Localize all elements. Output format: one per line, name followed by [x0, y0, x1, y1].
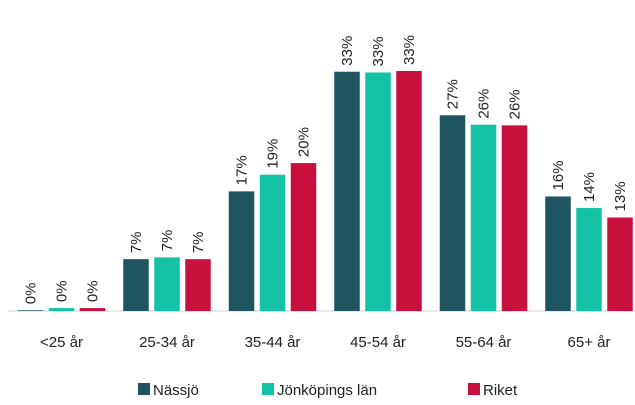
value-label: 20%	[296, 127, 313, 157]
value-label: 0%	[23, 283, 40, 305]
x-tick-label: 65+ år	[568, 334, 611, 351]
value-label: 26%	[476, 89, 493, 119]
bar	[470, 124, 497, 312]
value-label: 33%	[339, 36, 356, 66]
legend-swatch	[262, 383, 274, 395]
value-label: 7%	[190, 231, 207, 253]
value-label: 13%	[612, 181, 629, 211]
legend-label: Nässjö	[153, 382, 199, 399]
bar	[545, 196, 571, 311]
value-label: 7%	[128, 231, 145, 253]
bar	[259, 174, 286, 311]
value-label: 0%	[54, 280, 71, 302]
bar	[185, 259, 211, 311]
bar	[501, 125, 528, 311]
x-tick-label: <25 år	[40, 334, 83, 351]
value-label: 0%	[85, 280, 102, 302]
bar	[439, 115, 466, 311]
value-label: 33%	[370, 36, 387, 66]
bar	[154, 257, 180, 311]
value-label: 16%	[550, 160, 567, 190]
x-tick-label: 55-64 år	[456, 334, 512, 351]
legend-label: Riket	[483, 382, 518, 399]
legend-swatch	[468, 383, 480, 395]
value-label: 7%	[159, 230, 176, 252]
bar	[48, 308, 75, 311]
value-label: 33%	[401, 35, 418, 65]
value-label: 17%	[234, 155, 251, 185]
bar	[79, 308, 106, 311]
bar	[228, 191, 255, 311]
bar	[334, 71, 360, 312]
value-label: 19%	[265, 139, 282, 169]
value-label: 27%	[445, 79, 462, 109]
x-tick-label: 45-54 år	[350, 334, 406, 351]
legend-label: Jönköpings län	[277, 382, 377, 399]
x-tick-label: 35-44 år	[245, 334, 301, 351]
bar	[607, 217, 633, 311]
bar	[576, 208, 602, 311]
value-label: 26%	[507, 89, 524, 119]
bar	[123, 259, 149, 311]
bar	[290, 163, 317, 311]
legend-swatch	[138, 383, 150, 395]
bar	[17, 310, 44, 311]
bar	[396, 71, 422, 311]
value-label: 14%	[581, 172, 598, 202]
x-tick-label: 25-34 år	[139, 334, 195, 351]
bar	[365, 72, 391, 311]
